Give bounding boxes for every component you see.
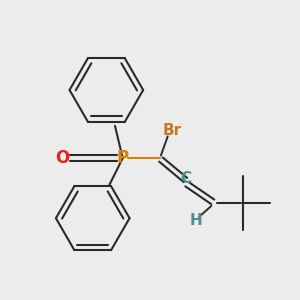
Text: H: H (190, 213, 203, 228)
Text: P: P (117, 149, 129, 167)
Text: C: C (180, 171, 191, 186)
Text: Br: Br (162, 123, 182, 138)
Text: O: O (56, 149, 70, 167)
